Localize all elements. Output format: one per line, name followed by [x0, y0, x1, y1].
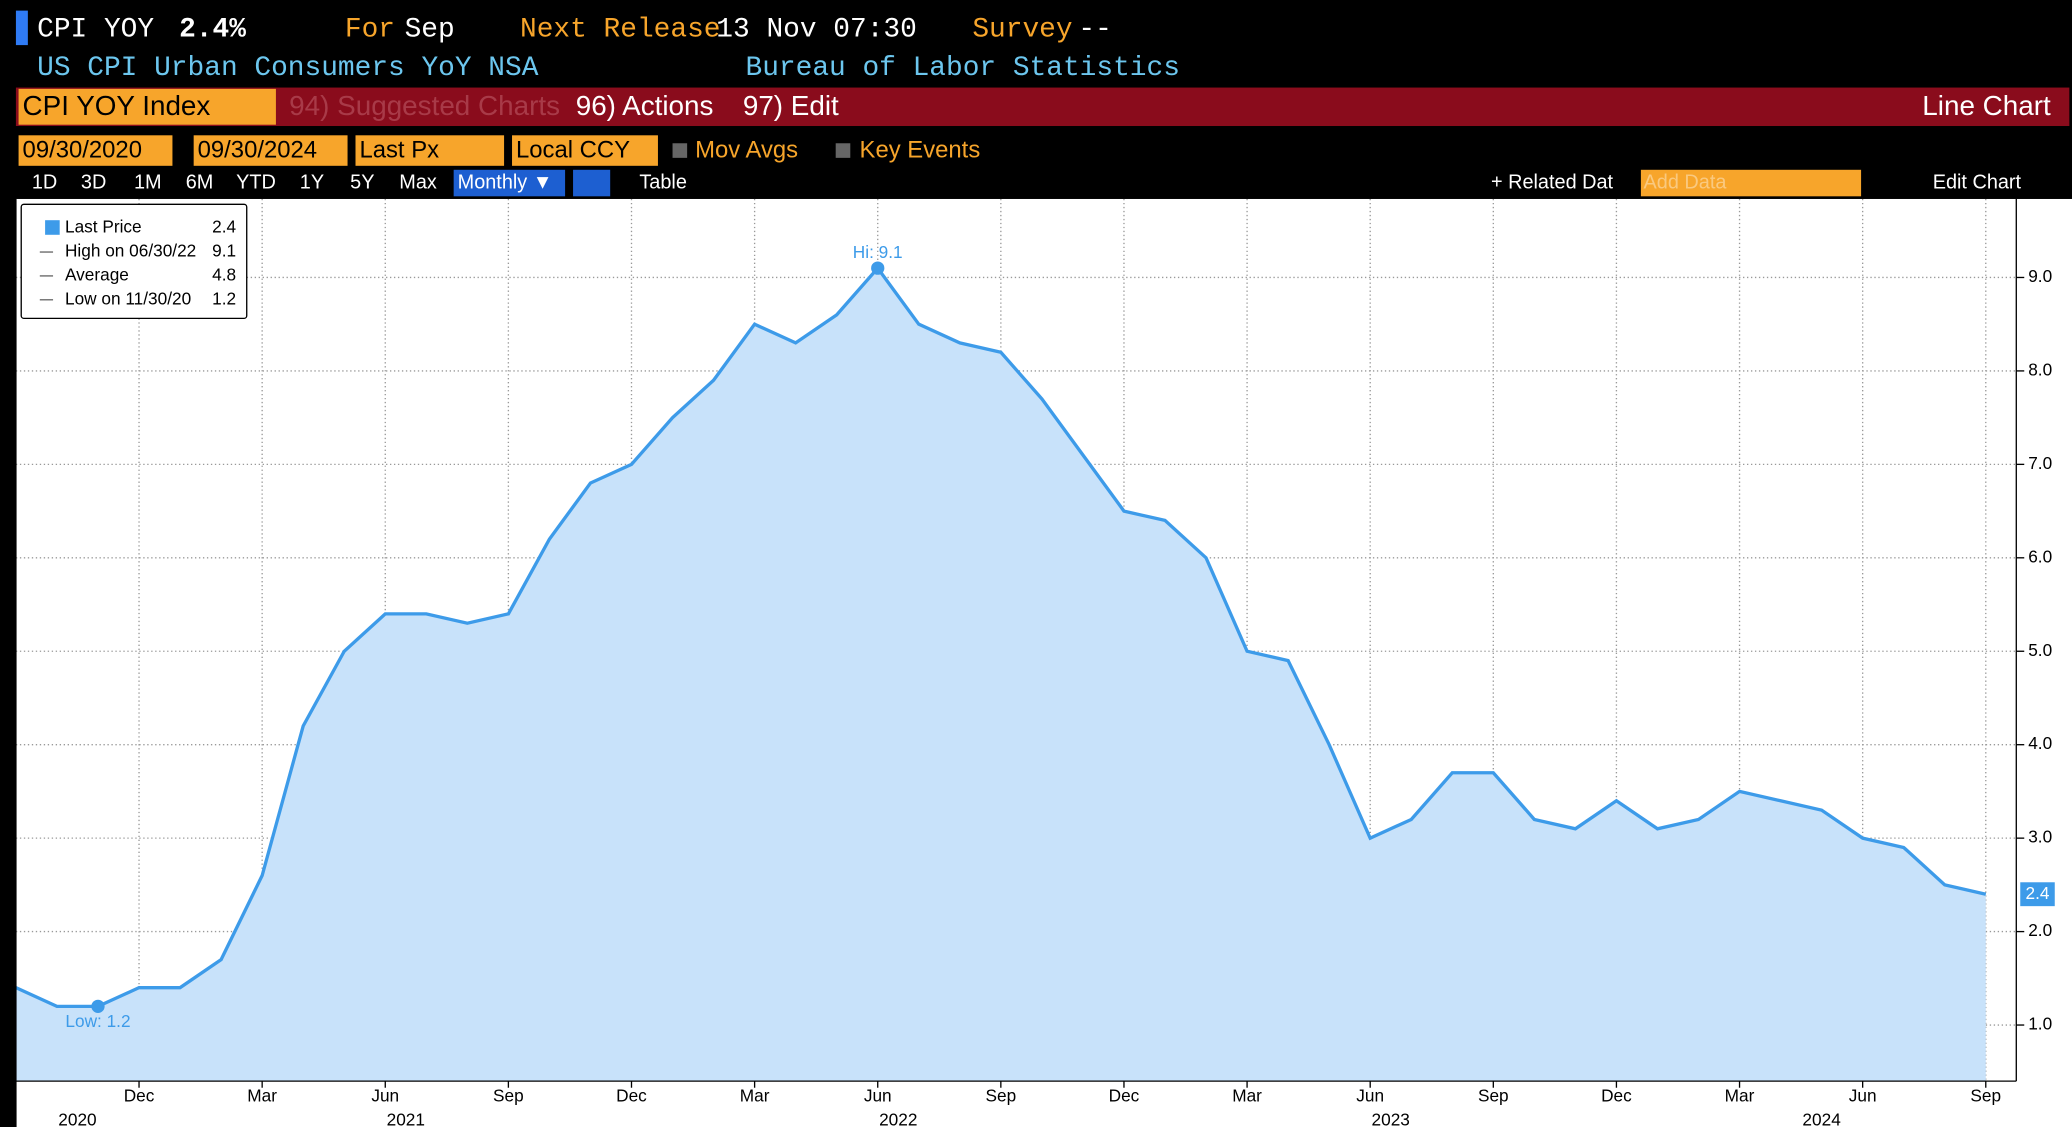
annotation-label: Low: 1.2	[65, 1011, 130, 1031]
currency[interactable]: Local CCY	[516, 137, 630, 164]
range-button[interactable]: YTD	[236, 171, 276, 193]
add-data[interactable]: Add Data	[1644, 171, 1728, 193]
last: 2.4%	[179, 15, 246, 46]
x-tick-label: Sep	[1970, 1086, 2001, 1106]
range-button[interactable]: 1D	[32, 171, 57, 193]
area	[15, 268, 1986, 1082]
year-label: 2020	[58, 1109, 96, 1127]
x-tick-label: Mar	[1725, 1086, 1755, 1106]
menu-item[interactable]: 94) Suggested Charts	[289, 90, 560, 121]
survey-value: --	[1078, 15, 1111, 46]
x-tick-label: Jun	[1849, 1086, 1877, 1106]
checkbox[interactable]	[835, 143, 851, 158]
x-tick-label: Mar	[740, 1086, 770, 1106]
table-button[interactable]: Table	[639, 171, 687, 193]
add-data-box[interactable]	[1640, 169, 1862, 197]
security[interactable]: CPI YOY Index	[23, 90, 211, 121]
y-tick-label: 7.0	[2028, 453, 2052, 473]
checkbox[interactable]	[672, 143, 688, 158]
currency-box[interactable]	[512, 135, 658, 166]
field[interactable]: Last Px	[359, 137, 439, 164]
key-events[interactable]: Key Events	[860, 137, 981, 164]
annotation-point	[91, 999, 105, 1013]
range-button[interactable]: 1M	[134, 171, 162, 193]
start-date-box[interactable]	[18, 135, 173, 166]
y-tick-label: 3.0	[2028, 827, 2052, 847]
menu-bar	[15, 87, 2070, 127]
x-tick-label: Mar	[247, 1086, 277, 1106]
x-tick-label: Jun	[864, 1086, 892, 1106]
menu-item[interactable]: 97) Edit	[743, 90, 839, 121]
annotation-point	[871, 261, 885, 275]
year-label: 2024	[1802, 1109, 1841, 1127]
for-label: For	[345, 15, 395, 46]
range-button[interactable]: 1Y	[300, 171, 324, 193]
legend-label: Average	[65, 264, 129, 284]
end-date-box[interactable]	[193, 135, 348, 166]
y-tick-label: 9.0	[2028, 266, 2052, 286]
legend-value: 2.4	[212, 217, 236, 237]
legend-value: 1.2	[212, 288, 236, 308]
for-value: Sep	[405, 15, 455, 46]
year-label: 2022	[879, 1109, 917, 1127]
x-tick-label: Jun	[371, 1086, 399, 1106]
x-tick-label: Dec	[124, 1086, 155, 1106]
end-date[interactable]: 09/30/2024	[198, 137, 317, 164]
legend-swatch	[45, 220, 60, 235]
y-tick-label: 1.0	[2028, 1014, 2052, 1034]
source: Bureau of Labor Statistics	[745, 53, 1179, 84]
description: US CPI Urban Consumers YoY NSA	[37, 53, 539, 84]
range-button[interactable]: 5Y	[350, 171, 374, 193]
y-tick-label: 8.0	[2028, 359, 2052, 379]
x-tick-label: Jun	[1356, 1086, 1384, 1106]
y-tick-label: 2.0	[2028, 920, 2052, 940]
marker	[15, 10, 28, 46]
start-date[interactable]: 09/30/2020	[23, 137, 142, 164]
chart-kind: Line Chart	[1922, 90, 2051, 121]
legend-value: 9.1	[212, 241, 236, 261]
line	[15, 265, 1987, 1009]
legend-label: High on 06/30/22	[65, 241, 196, 261]
menu-item[interactable]: 96) Actions	[576, 90, 714, 121]
x-tick-label: Sep	[986, 1086, 1017, 1106]
range-button[interactable]: 6M	[186, 171, 214, 193]
legend-label: Last Price	[65, 217, 142, 237]
y-tick-label: 4.0	[2028, 733, 2052, 753]
last-value-label: 2.4	[2026, 883, 2050, 903]
x-tick-label: Dec	[616, 1086, 647, 1106]
legend-value: 4.8	[212, 264, 236, 284]
x-tick-label: Sep	[1478, 1086, 1509, 1106]
range-button[interactable]: 3D	[81, 171, 106, 193]
release-label: Next Release	[520, 15, 721, 46]
annotation-label: Hi: 9.1	[853, 242, 903, 262]
legend-label: Low on 11/30/20	[65, 288, 191, 308]
y-tick-label: 5.0	[2028, 640, 2052, 660]
survey-label: Survey	[972, 15, 1072, 46]
x-tick-label: Mar	[1232, 1086, 1262, 1106]
mov-avgs[interactable]: Mov Avgs	[695, 137, 798, 164]
frequency[interactable]: Monthly ▼	[458, 171, 553, 193]
last-value-tag	[2020, 882, 2055, 907]
y-tick-label: 6.0	[2028, 546, 2052, 566]
x-tick-label: Sep	[493, 1086, 524, 1106]
related-data[interactable]: + Related Dat	[1491, 171, 1614, 193]
frequency-box[interactable]	[453, 169, 566, 197]
release-value: 13 Nov 07:30	[716, 15, 917, 46]
chart-icon[interactable]	[573, 169, 611, 197]
field-box[interactable]	[355, 135, 505, 166]
legend-box	[20, 203, 248, 320]
x-tick-label: Dec	[1601, 1086, 1632, 1106]
controls	[18, 135, 1862, 197]
range-button[interactable]: Max	[399, 171, 437, 193]
x-tick-label: Dec	[1109, 1086, 1140, 1106]
ticker: CPI YOY	[37, 15, 154, 46]
edit-chart[interactable]: Edit Chart	[1933, 171, 2022, 193]
security-box[interactable]	[18, 88, 276, 125]
year-label: 2021	[387, 1109, 425, 1127]
year-label: 2023	[1372, 1109, 1410, 1127]
